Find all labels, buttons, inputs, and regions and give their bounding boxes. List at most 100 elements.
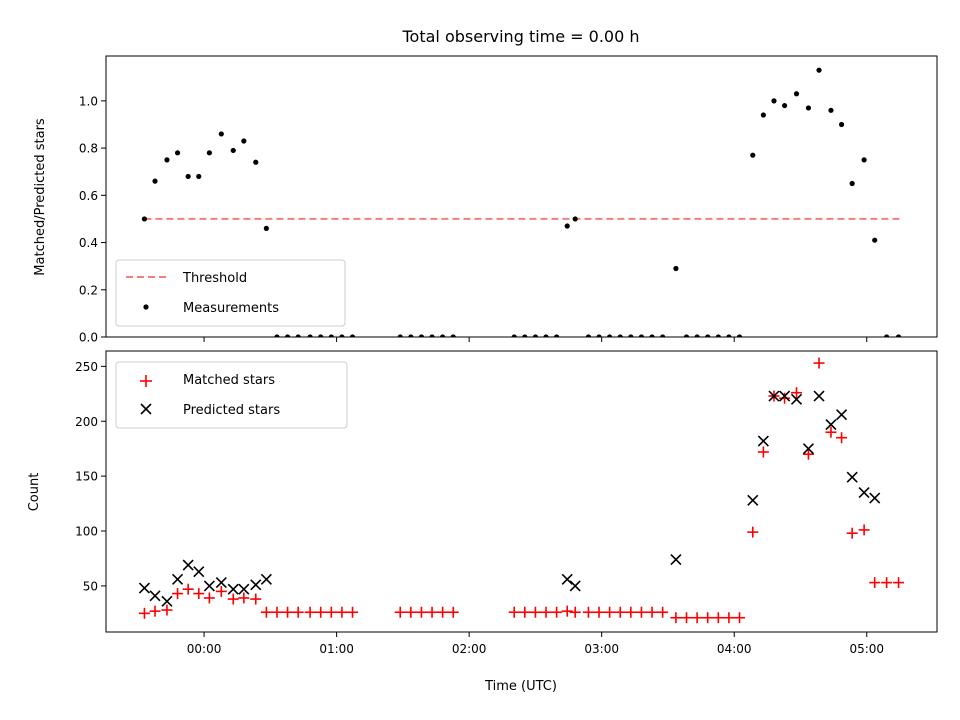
matched-stars-point [734, 612, 746, 624]
matched-stars-point [193, 588, 205, 600]
legend-predicted-swatch [140, 403, 152, 415]
matched-stars-point [250, 593, 262, 605]
bottom-axes-frame [105, 350, 938, 633]
matched-stars-point [569, 606, 581, 618]
measurements-point [328, 334, 334, 337]
predicted-stars-point [138, 582, 151, 594]
measurements-point [884, 334, 890, 337]
bottom-x-tick-label: 01:00 [319, 642, 354, 656]
matched-stars-point [282, 606, 294, 618]
matched-stars-point [657, 606, 669, 618]
legend-measurements-swatch [143, 304, 149, 310]
measurements-point [206, 150, 212, 156]
measurements-point [284, 334, 291, 337]
matched-stars-point [315, 606, 327, 618]
measurements-point [522, 334, 528, 337]
matched-stars-point [529, 606, 541, 618]
measurements-point [673, 265, 679, 272]
top-legend: Threshold Measurements [115, 259, 346, 327]
bottom-legend: Matched stars Predicted stars [115, 361, 348, 429]
matched-stars-point [426, 606, 438, 618]
predicted-stars-point [825, 418, 837, 431]
matched-stars-point [227, 593, 239, 605]
matched-stars-point [670, 612, 682, 624]
measurements-point [838, 121, 845, 128]
measurements-point [253, 159, 259, 165]
matched-stars-point [215, 585, 227, 597]
matched-stars-point [172, 588, 184, 600]
measurements-point [660, 334, 666, 337]
measurements-point [572, 216, 578, 222]
measurements-point [872, 237, 878, 243]
measurements-point [805, 105, 812, 111]
matched-stars-point [508, 606, 520, 618]
matched-stars-point [836, 432, 848, 444]
measurements-point [750, 152, 756, 158]
top-plot-area [141, 67, 902, 337]
measurements-point [440, 334, 446, 337]
measurements-point [408, 334, 414, 337]
bottom-y-tick-label: 200 [75, 415, 98, 429]
matched-stars-point [712, 612, 724, 624]
measurements-point [418, 334, 425, 337]
matched-stars-point [625, 606, 637, 618]
measurements-point [715, 334, 721, 337]
measurements-point [196, 173, 202, 180]
bottom-y-tick-label: 250 [75, 360, 98, 374]
measurements-point [218, 131, 224, 137]
bottom-legend-box [115, 361, 348, 429]
matched-stars-point [447, 606, 459, 618]
matched-stars-point [292, 606, 304, 618]
bottom-x-tick-label: 05:00 [849, 642, 884, 656]
predicted-stars-point [172, 573, 184, 585]
bottom-x-tick-label: 03:00 [584, 642, 619, 656]
measurements-point [607, 334, 613, 337]
predicted-stars-point [149, 590, 161, 602]
measurements-point [793, 91, 800, 97]
measurements-point [649, 334, 655, 337]
measurements-point [174, 150, 181, 156]
measurements-point [638, 334, 645, 337]
matched-stars-point [437, 606, 449, 618]
measurements-point [585, 334, 592, 337]
predicted-stars-point [846, 471, 858, 483]
measurements-point [349, 334, 356, 337]
measurements-point [295, 334, 301, 337]
matched-stars-point [582, 606, 594, 618]
measurements-point [554, 334, 560, 337]
measurements-point [307, 334, 313, 337]
top-y-tick-label: 1.0 [79, 94, 98, 108]
top-axes-frame [105, 55, 938, 338]
matched-stars-point [702, 612, 714, 624]
measurements-point [596, 334, 602, 337]
measurements-point [617, 334, 623, 337]
measurements-point [564, 223, 570, 229]
matched-stars-point [846, 527, 858, 539]
legend-measurements-label: Measurements [183, 301, 279, 316]
bottom-y-axis-label: Count [27, 473, 42, 512]
matched-stars-point [881, 577, 893, 589]
matched-stars-point [681, 612, 693, 624]
predicted-stars-point [203, 580, 215, 592]
measurements-point [726, 334, 732, 337]
matched-stars-point [271, 606, 283, 618]
matched-stars-point [825, 426, 837, 438]
measurements-point [705, 334, 711, 337]
matched-stars-point [614, 606, 626, 618]
matched-stars-point [604, 606, 616, 618]
measurements-point [816, 67, 822, 73]
predicted-stars-point [561, 573, 573, 585]
measurements-point [397, 334, 403, 337]
top-y-axis-label: Matched/Predicted stars [33, 118, 48, 276]
measurements-point [429, 334, 435, 337]
legend-matched-swatch [140, 375, 152, 387]
top-legend-box [115, 259, 346, 327]
matched-stars-point [757, 446, 769, 458]
matched-stars-point [415, 606, 427, 618]
matched-stars-point [336, 606, 348, 618]
x-axis-label: Time (UTC) [484, 679, 557, 694]
matched-stars-point [138, 607, 150, 619]
top-plot-marks [141, 67, 902, 337]
matched-stars-point [540, 606, 552, 618]
